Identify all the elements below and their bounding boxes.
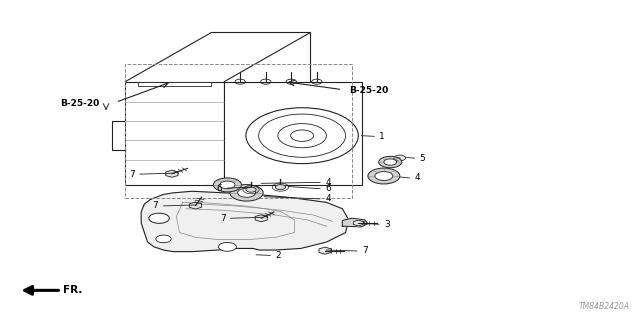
Text: FR.: FR. xyxy=(63,286,83,295)
Text: 2: 2 xyxy=(275,251,281,260)
Polygon shape xyxy=(255,215,268,222)
Text: 7: 7 xyxy=(129,170,135,179)
Circle shape xyxy=(246,187,256,192)
Text: 7: 7 xyxy=(362,247,368,256)
Polygon shape xyxy=(189,202,202,209)
Text: 5: 5 xyxy=(420,154,426,163)
Text: 7: 7 xyxy=(153,201,159,210)
Text: 4: 4 xyxy=(415,174,420,182)
Circle shape xyxy=(368,168,400,184)
Bar xyxy=(138,82,211,86)
Text: 4: 4 xyxy=(325,194,331,204)
Circle shape xyxy=(237,189,255,197)
Circle shape xyxy=(275,185,285,190)
Text: 6: 6 xyxy=(325,184,331,193)
Bar xyxy=(224,82,362,185)
Polygon shape xyxy=(353,220,364,226)
Circle shape xyxy=(220,181,235,189)
Bar xyxy=(125,82,224,185)
Text: B-25-20: B-25-20 xyxy=(60,100,100,108)
Circle shape xyxy=(149,213,170,223)
Circle shape xyxy=(218,242,236,251)
Circle shape xyxy=(394,155,406,161)
Text: TM84B2420A: TM84B2420A xyxy=(579,302,630,311)
Polygon shape xyxy=(141,191,349,252)
Text: 7: 7 xyxy=(220,214,225,223)
Circle shape xyxy=(375,172,393,181)
Circle shape xyxy=(230,185,263,201)
Text: 6: 6 xyxy=(216,184,222,193)
Text: 4: 4 xyxy=(325,178,331,187)
Polygon shape xyxy=(166,170,178,177)
Circle shape xyxy=(156,235,172,243)
Circle shape xyxy=(379,156,402,168)
Circle shape xyxy=(213,178,241,192)
Text: 1: 1 xyxy=(380,132,385,141)
Polygon shape xyxy=(342,218,368,227)
Text: B-25-20: B-25-20 xyxy=(349,86,388,95)
Text: 3: 3 xyxy=(384,220,390,229)
Polygon shape xyxy=(319,247,331,254)
Circle shape xyxy=(384,159,397,165)
Bar xyxy=(125,64,352,197)
